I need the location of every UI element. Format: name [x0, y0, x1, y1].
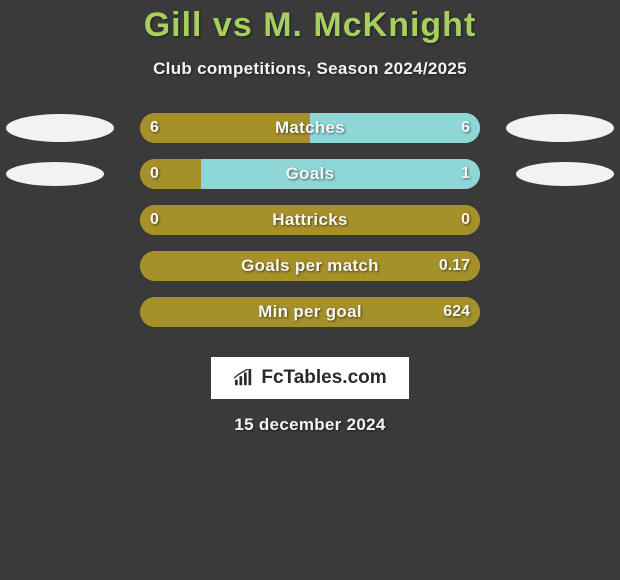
- bar-right-fill: [201, 159, 480, 189]
- stat-row: Matches66: [0, 113, 620, 143]
- bar-left-fill: [140, 113, 310, 143]
- stat-bar: Min per goal624: [140, 297, 480, 327]
- player-ellipse-left: [6, 162, 104, 186]
- page-title: Gill vs M. McKnight: [0, 6, 620, 45]
- stat-bar: Matches66: [140, 113, 480, 143]
- bar-left-fill: [140, 297, 480, 327]
- page-subtitle: Club competitions, Season 2024/2025: [0, 59, 620, 79]
- infographic-container: Gill vs M. McKnight Club competitions, S…: [0, 0, 620, 580]
- player-ellipse-right: [506, 114, 614, 142]
- bar-right-fill: [310, 113, 480, 143]
- player-ellipse-left: [6, 114, 114, 142]
- brand-box: FcTables.com: [211, 357, 408, 399]
- stat-row: Hattricks00: [0, 205, 620, 235]
- bar-left-fill: [140, 251, 480, 281]
- footer-date: 15 december 2024: [0, 415, 620, 435]
- bar-left-fill: [140, 205, 480, 235]
- brand-inner: FcTables.com: [233, 367, 386, 389]
- brand-text: FcTables.com: [261, 367, 386, 389]
- stat-row: Min per goal624: [0, 297, 620, 327]
- stats-rows: Matches66 Goals01 Hattricks00 Goals per mat…: [0, 113, 620, 327]
- stat-row: Goals per match0.17: [0, 251, 620, 281]
- player-ellipse-right: [516, 162, 614, 186]
- bar-chart-icon: [233, 369, 255, 387]
- stat-bar: Goals01: [140, 159, 480, 189]
- bar-left-fill: [140, 159, 201, 189]
- stat-row: Goals01: [0, 159, 620, 189]
- stat-bar: Hattricks00: [140, 205, 480, 235]
- stat-bar: Goals per match0.17: [140, 251, 480, 281]
